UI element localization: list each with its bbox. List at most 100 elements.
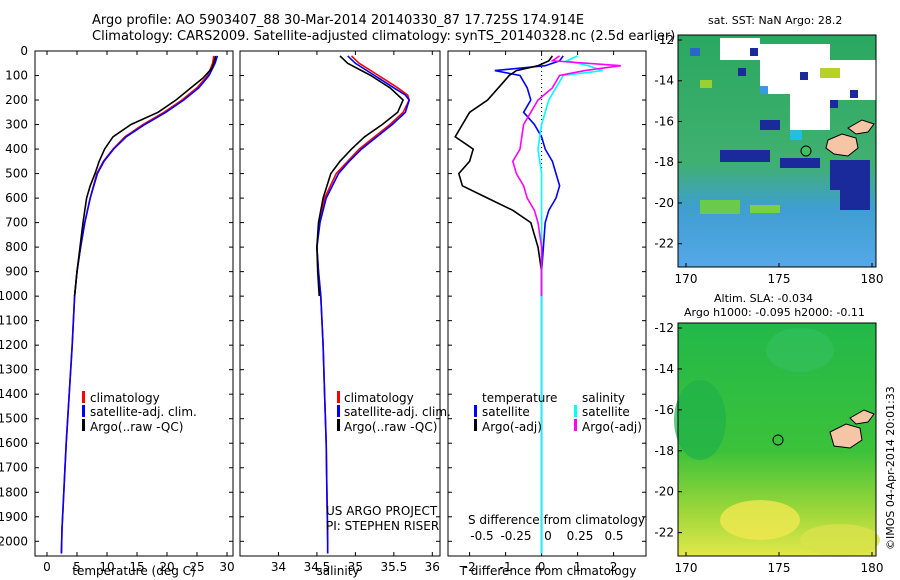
map-y-tick-label: -22 — [654, 237, 674, 251]
depth-tick-label: 1900 — [0, 510, 28, 524]
series-line-satellite — [60, 55, 219, 554]
x-tick-label: 5 — [73, 560, 81, 574]
legend-label-s-argo: Argo(-adj) — [582, 420, 642, 434]
map-y-tick-label: -20 — [654, 485, 674, 499]
sst-map-title: sat. SST: NaN Argo: 28.2 — [708, 14, 842, 27]
series-line-s-satellite — [537, 55, 604, 554]
depth-tick-label: 500 — [5, 167, 28, 181]
temperature-panel — [34, 50, 234, 557]
map-y-tick-label: -16 — [654, 403, 674, 417]
depth-tick-label: 100 — [5, 69, 28, 83]
depth-tick-label: 1400 — [0, 387, 28, 401]
depth-tick-label: 800 — [5, 240, 28, 254]
argo-location-marker — [800, 145, 812, 157]
depth-tick-label: 300 — [5, 118, 28, 132]
sst-map-frame — [677, 34, 877, 268]
series-line-argo — [73, 55, 217, 297]
x-tick-label: 34.5 — [304, 560, 331, 574]
depth-tick-label: 900 — [5, 265, 28, 279]
legend-label-satellite: satellite-adj. clim. — [344, 405, 451, 419]
sla-map-title-line2: Argo h1000: -0.095 h2000: -0.11 — [684, 306, 865, 319]
series-line-climatology — [316, 55, 411, 554]
depth-tick-label: 0 — [20, 44, 28, 58]
sst-pixel-block — [720, 150, 770, 162]
legend-label-climatology: climatology — [344, 391, 414, 405]
sst-pixel-block — [690, 48, 700, 56]
x-tick-label: 0 — [43, 560, 51, 574]
x-tick-label: 0 — [538, 560, 546, 574]
legend-marker-t-argo — [474, 419, 477, 431]
x-tick-label: 20 — [159, 560, 174, 574]
salinity-panel — [239, 50, 441, 557]
sst-pixel-block — [780, 158, 820, 168]
x-tick-label: 34 — [271, 560, 286, 574]
legend-marker-t-satellite — [474, 405, 477, 417]
x-tick-label: 15 — [129, 560, 144, 574]
sst-pixel-block — [750, 48, 758, 56]
fiji-island — [849, 409, 875, 425]
depth-tick-label: 2000 — [0, 534, 28, 548]
sla-map-title-line1: Altim. SLA: -0.034 — [714, 292, 813, 305]
map-y-tick-label: -12 — [654, 33, 674, 47]
series-line-s-argo — [511, 55, 621, 297]
depth-tick-label: 600 — [5, 191, 28, 205]
x-tick-label: 1 — [574, 560, 582, 574]
x-tick-label: -2 — [464, 560, 476, 574]
sla-feature — [800, 524, 880, 556]
sst-pixel-block — [700, 80, 712, 88]
x-tick-label: 2 — [610, 560, 618, 574]
x-tick-label: 35.5 — [380, 560, 407, 574]
legend-marker-satellite — [82, 405, 85, 417]
sst-pixel-block — [760, 120, 780, 130]
series-line-satellite — [316, 55, 411, 554]
map-y-tick-label: -18 — [654, 155, 674, 169]
map-y-tick-label: -12 — [654, 321, 674, 335]
fiji-island — [825, 133, 859, 157]
map-y-tick-label: -18 — [654, 444, 674, 458]
s-tick-label: 0.25 — [567, 529, 594, 543]
fiji-island — [847, 119, 875, 135]
depth-tick-label: 1000 — [0, 289, 28, 303]
sst-pixel-block — [830, 100, 838, 108]
s-tick-label: -0.25 — [500, 529, 531, 543]
legend-title-salinity: salinity — [582, 391, 625, 405]
sla-feature — [766, 328, 834, 372]
depth-tick-label: 1800 — [0, 485, 28, 499]
sst-pixel-block — [840, 190, 870, 210]
map-y-tick-label: -16 — [654, 114, 674, 128]
map-x-tick-label: 175 — [768, 561, 791, 575]
s-tick-label: -0.5 — [470, 529, 493, 543]
legend-marker-argo — [337, 419, 340, 431]
x-tick-label: 35 — [348, 560, 363, 574]
figure-title-line1: Argo profile: AO 5903407_88 30-Mar-2014 … — [92, 13, 584, 28]
sst-pixel-block — [800, 72, 808, 80]
difference-xlabel: T difference from climatology — [459, 564, 637, 578]
series-line-t-satellite — [494, 55, 564, 554]
depth-tick-label: 1200 — [0, 338, 28, 352]
sla-feature — [674, 380, 726, 460]
legend-label-s-satellite: satellite — [582, 405, 630, 419]
legend-label-satellite: satellite-adj. clim. — [90, 405, 197, 419]
map-x-tick-label: 170 — [675, 272, 698, 286]
timestamp: ©IMOS 04-Apr-2014 20:01:33 — [884, 386, 897, 550]
temperature-xlabel: temperature (deg C) — [72, 564, 195, 578]
depth-tick-label: 200 — [5, 93, 28, 107]
sla-feature — [720, 500, 800, 540]
s-axis-title: S difference from climatology — [468, 513, 645, 527]
depth-tick-label: 1300 — [0, 363, 28, 377]
difference-legend: temperature satellite Argo(-adj) salinit… — [474, 391, 642, 434]
map-x-tick-label: 170 — [675, 561, 698, 575]
sst-map: 170 175 180 -12 -14 -16 -18 -20 -22 — [654, 33, 883, 286]
legend-marker-s-argo — [574, 419, 577, 431]
sst-pixel-block — [790, 130, 802, 140]
salinity-xlabel: salinity — [316, 564, 359, 578]
difference-panel — [447, 50, 647, 557]
depth-tick-label: 1500 — [0, 412, 28, 426]
depth-tick-label: 700 — [5, 216, 28, 230]
s-axis-ticks: -0.5 -0.25 0 0.25 0.5 — [470, 529, 623, 543]
map-y-tick-label: -14 — [654, 362, 674, 376]
sst-pixel-block — [760, 86, 768, 94]
sst-pixel-block — [850, 90, 858, 98]
legend-marker-argo — [82, 419, 85, 431]
sst-pixel-block — [738, 68, 746, 76]
